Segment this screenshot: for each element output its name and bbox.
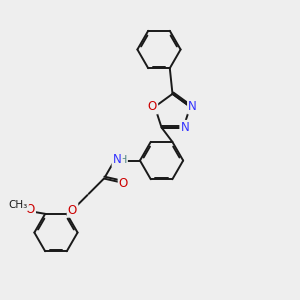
Text: N: N [181, 121, 189, 134]
Text: O: O [119, 176, 128, 190]
Text: O: O [26, 203, 35, 216]
Text: CH₃: CH₃ [8, 200, 28, 210]
Text: N: N [188, 100, 197, 113]
Text: H: H [118, 155, 127, 165]
Text: N: N [113, 153, 122, 167]
Text: O: O [148, 100, 157, 113]
Text: O: O [68, 203, 77, 217]
